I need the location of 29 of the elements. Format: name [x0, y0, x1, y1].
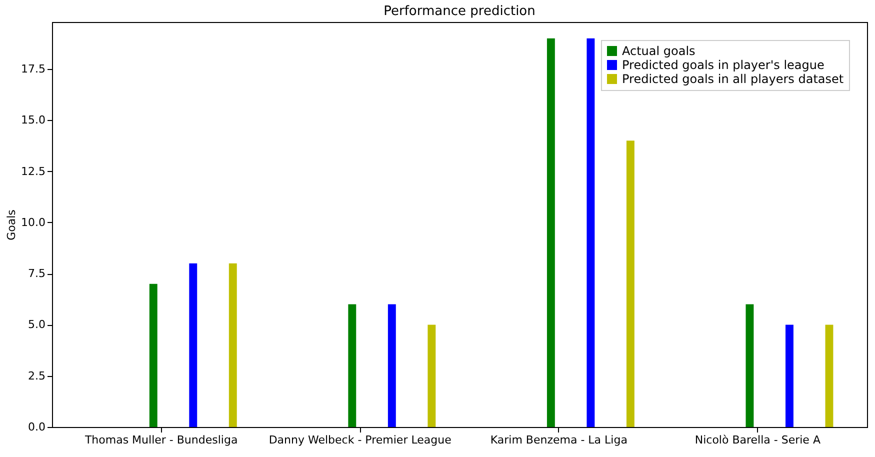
bar — [348, 304, 356, 427]
bar — [228, 263, 237, 427]
bar — [149, 284, 158, 427]
y-tick-label: 10.0 — [21, 216, 46, 229]
y-tick-label: 12.5 — [21, 164, 46, 178]
y-tick-label: 7.5 — [28, 267, 46, 280]
bar — [586, 38, 595, 427]
x-tick-label: Thomas Muller - Bundesliga — [84, 434, 238, 446]
bar — [786, 324, 794, 427]
legend-label: Predicted goals in player's league — [622, 58, 824, 72]
y-tick-label: 15.0 — [21, 114, 46, 127]
bar — [428, 324, 436, 427]
bar — [825, 324, 834, 427]
bar — [388, 304, 396, 427]
y-tick-label: 5.0 — [28, 318, 46, 332]
legend-label: Actual goals — [622, 44, 696, 58]
legend-label: Predicted goals in all players dataset — [622, 72, 844, 86]
y-axis-title: Goals — [5, 209, 18, 240]
bar — [189, 263, 198, 427]
x-tick-label: Karim Benzema - La Liga — [490, 434, 628, 446]
bar — [546, 38, 555, 427]
x-tick-label: Nicolò Barella - Serie A — [694, 434, 821, 446]
y-tick-label: 17.5 — [21, 62, 46, 76]
y-tick-label: 2.5 — [28, 369, 46, 382]
bar — [626, 140, 634, 427]
x-tick-label: Danny Welbeck - Premier League — [268, 434, 452, 446]
y-tick-label: 0.0 — [28, 420, 46, 434]
chart-title: Performance prediction — [384, 4, 536, 19]
bar — [746, 304, 754, 427]
